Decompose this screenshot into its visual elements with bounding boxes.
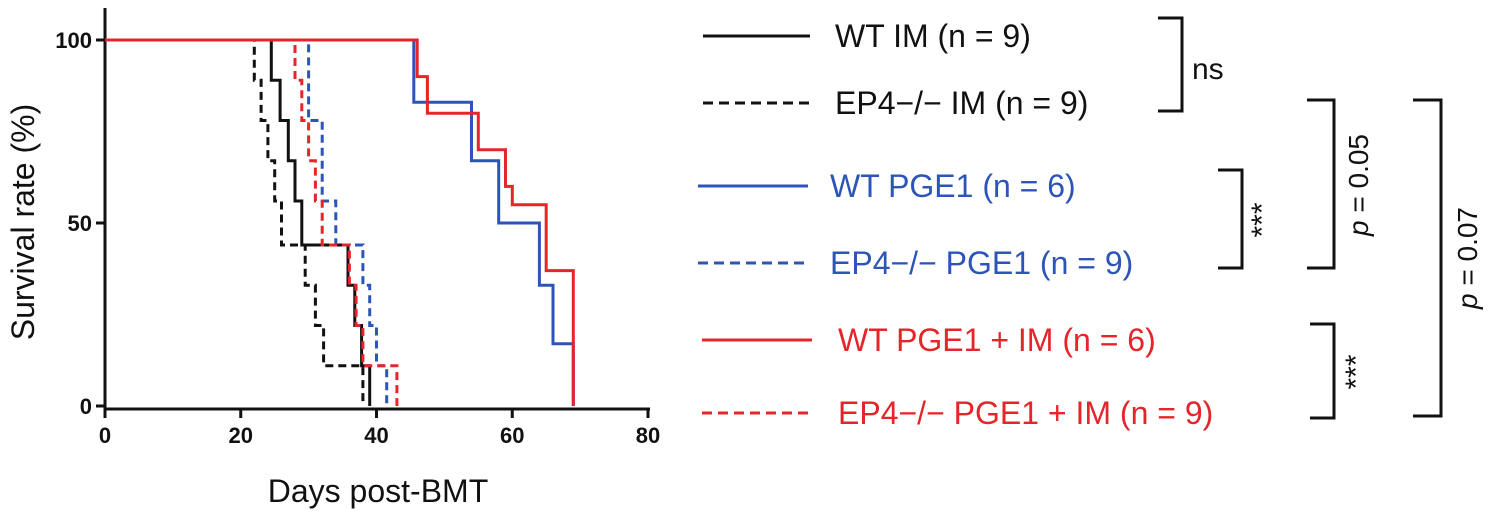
x-tick-label-0: 0 [99,423,111,448]
bracket-pge1 [1218,168,1244,270]
bracket-p05 [1307,98,1336,270]
series-line-ep4-pge1-im [105,38,399,406]
legend-label-wt-pge1: WT PGE1 (n = 6) [830,168,1076,204]
axes [103,8,650,411]
series-line-wt-pge1 [105,38,575,406]
x-ticks: 0 20 40 60 80 [99,409,660,448]
significance-labels: ns *** *** p = 0.05 p = 0.07 [1192,53,1483,390]
bracket-ns [1158,16,1184,113]
x-tick-label-60: 60 [500,423,524,448]
stars-pge1-label: *** [1246,202,1279,237]
y-tick-label-0: 0 [80,394,92,419]
p-value-0-05: p = 0.05 [1343,134,1374,237]
legend-label-ep4-im: EP4−/− IM (n = 9) [835,85,1088,121]
p-value-0-07-p: p [1452,293,1483,310]
y-tick-label-50: 50 [68,211,92,236]
significance-brackets [1158,16,1443,420]
series-layer [105,38,575,406]
series-line-wt-im [105,38,372,406]
legend: WT IM (n = 9) EP4−/− IM (n = 9) WT PGE1 … [698,18,1213,431]
legend-label-wt-im: WT IM (n = 9) [835,18,1031,54]
ns-label: ns [1192,53,1224,86]
legend-label-wt-pge1-im: WT PGE1 + IM (n = 6) [838,322,1156,358]
stars-pge1-im-label: *** [1340,354,1373,389]
p-value-0-07: p = 0.07 [1452,207,1483,310]
series-line-ep4-im [105,38,365,406]
bracket-pge1-im [1310,322,1336,420]
legend-label-ep4-pge1-im: EP4−/− PGE1 + IM (n = 9) [838,395,1213,431]
y-axis-label: Survival rate (%) [5,104,41,341]
p-value-0-05-p: p [1343,220,1374,237]
p-value-0-05-rest: = 0.05 [1343,134,1374,220]
x-tick-label-40: 40 [364,423,388,448]
x-tick-label-20: 20 [229,423,253,448]
y-tick-label-100: 100 [55,28,92,53]
series-line-wt-pge1-im [105,38,575,406]
legend-label-ep4-pge1: EP4−/− PGE1 (n = 9) [830,245,1133,281]
bracket-p07 [1413,98,1443,418]
x-tick-label-80: 80 [636,423,660,448]
p-value-0-07-rest: = 0.07 [1452,207,1483,293]
y-ticks: 0 50 100 [55,28,105,419]
series-line-ep4-pge1 [105,38,389,406]
x-axis-label: Days post-BMT [268,473,488,509]
